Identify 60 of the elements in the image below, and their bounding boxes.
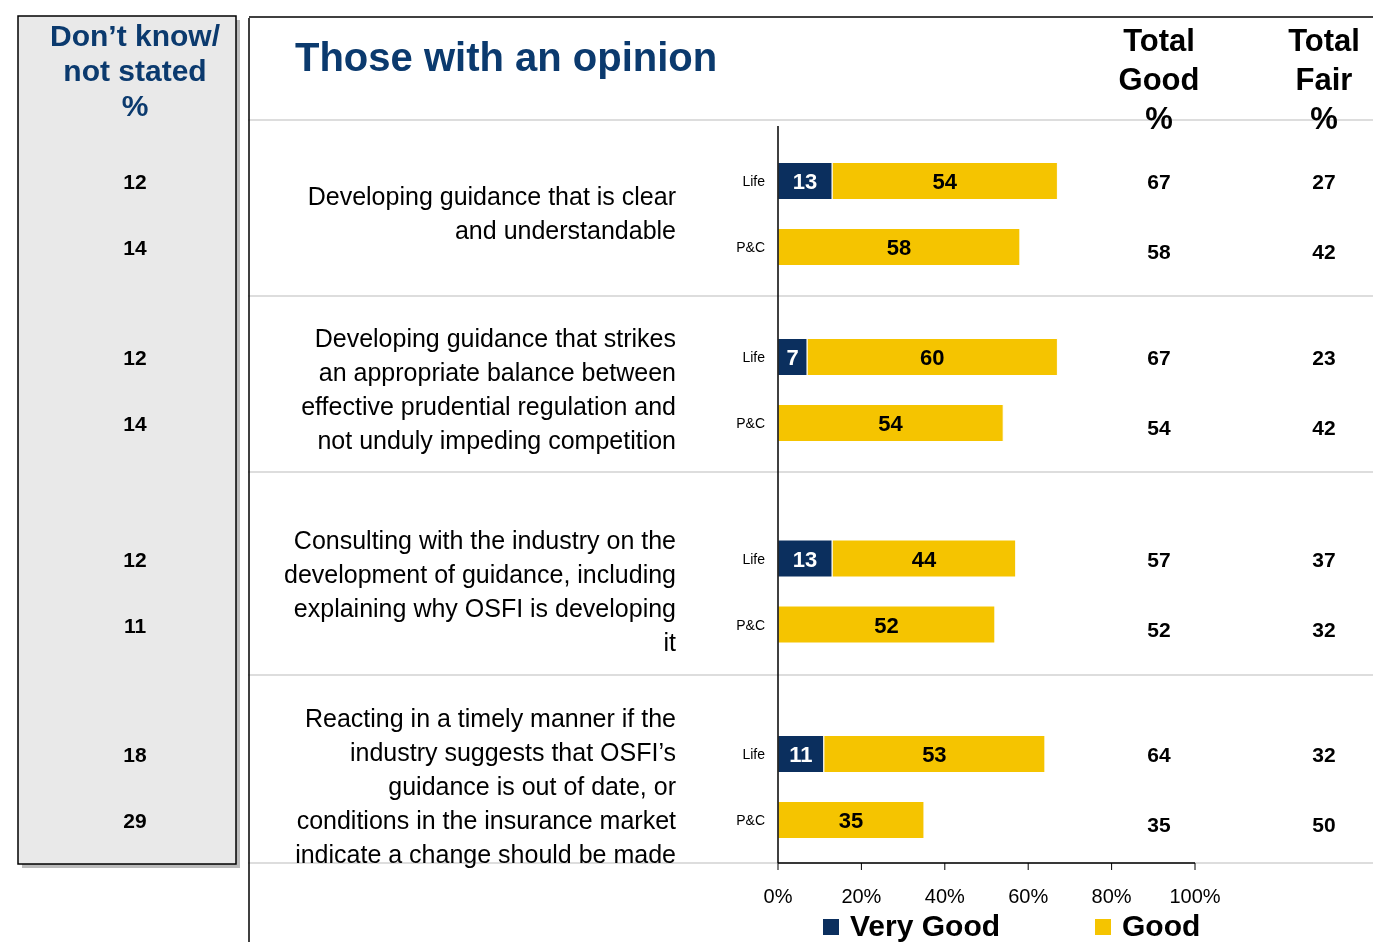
text: 14 <box>123 236 147 259</box>
y-tick-label: Life <box>742 173 766 189</box>
text: Reacting in a timely manner if the industry suggests that OSFI’s guidance is out of date, or conditions in the insurance market indicate a change should be made <box>295 704 677 868</box>
text: Developing guidance that strikes an appropriate balance between effective prudential regulation and not unduly impeding competition <box>301 324 676 454</box>
text: 12 <box>123 346 147 369</box>
data-label: 13 <box>792 546 818 572</box>
annotation: 64 <box>1147 743 1171 766</box>
text: 37 <box>1312 547 1336 571</box>
text: Consulting with the industry on the development of guidance, including explaining why OSFI is developing it <box>284 525 677 656</box>
annotation: 52 <box>1147 617 1171 641</box>
data-label: 52 <box>874 612 899 638</box>
data-label: 53 <box>922 742 947 767</box>
y-tick-label: P&C <box>736 239 765 255</box>
y-tick-label: Life <box>742 349 766 365</box>
x-tick-label: 20% <box>841 885 882 907</box>
text: 23 <box>1312 346 1336 369</box>
chart-title: Those with an opinion <box>295 35 718 79</box>
data-label: 54 <box>932 169 958 194</box>
text: 18 <box>123 743 147 766</box>
text: 50 <box>1312 813 1336 836</box>
x-tick-label: 40% <box>924 885 966 907</box>
annotation: 57 <box>1147 547 1171 571</box>
text: Developing guidance that is clear and understandable <box>307 182 676 244</box>
data-label: 11 <box>789 742 813 767</box>
x-tick-label: 100% <box>1169 885 1221 907</box>
text: 42 <box>1312 416 1336 439</box>
annotation: 35 <box>1147 813 1171 836</box>
text: 27 <box>1312 170 1336 193</box>
y-tick-label: P&C <box>736 415 765 431</box>
legend-label: Very Good <box>850 909 1001 942</box>
x-tick-label: 0% <box>763 885 793 907</box>
text: 32 <box>1312 617 1336 641</box>
data-label: 54 <box>878 411 904 436</box>
text: 14 <box>123 412 147 435</box>
text: Total Fair % <box>1288 23 1360 136</box>
x-tick-label: 60% <box>1008 885 1049 907</box>
annotation: 54 <box>1147 416 1171 439</box>
text: 29 <box>123 809 147 832</box>
y-tick-label: P&C <box>736 812 765 828</box>
data-label: 13 <box>792 169 818 194</box>
annotation: 58 <box>1147 240 1171 263</box>
legend-label: Good <box>1122 909 1201 942</box>
data-label: 7 <box>786 345 799 370</box>
text: Don’t know/ not stated % <box>50 19 221 122</box>
text: 42 <box>1312 240 1336 263</box>
x-tick-label: 80% <box>1091 885 1132 907</box>
text: 12 <box>123 547 147 571</box>
text: 11 <box>123 613 147 637</box>
text: 12 <box>123 170 147 193</box>
text: 32 <box>1312 743 1336 766</box>
data-label: 58 <box>886 235 912 260</box>
annotation: 67 <box>1147 346 1171 369</box>
y-tick-label: Life <box>742 550 766 567</box>
y-tick-label: Life <box>742 746 766 762</box>
data-label: 44 <box>911 546 937 572</box>
data-label: 35 <box>838 808 864 833</box>
data-label: 60 <box>920 345 945 370</box>
text: Total Good % <box>1118 23 1200 136</box>
annotation: 67 <box>1147 170 1171 193</box>
y-tick-label: P&C <box>736 616 765 633</box>
